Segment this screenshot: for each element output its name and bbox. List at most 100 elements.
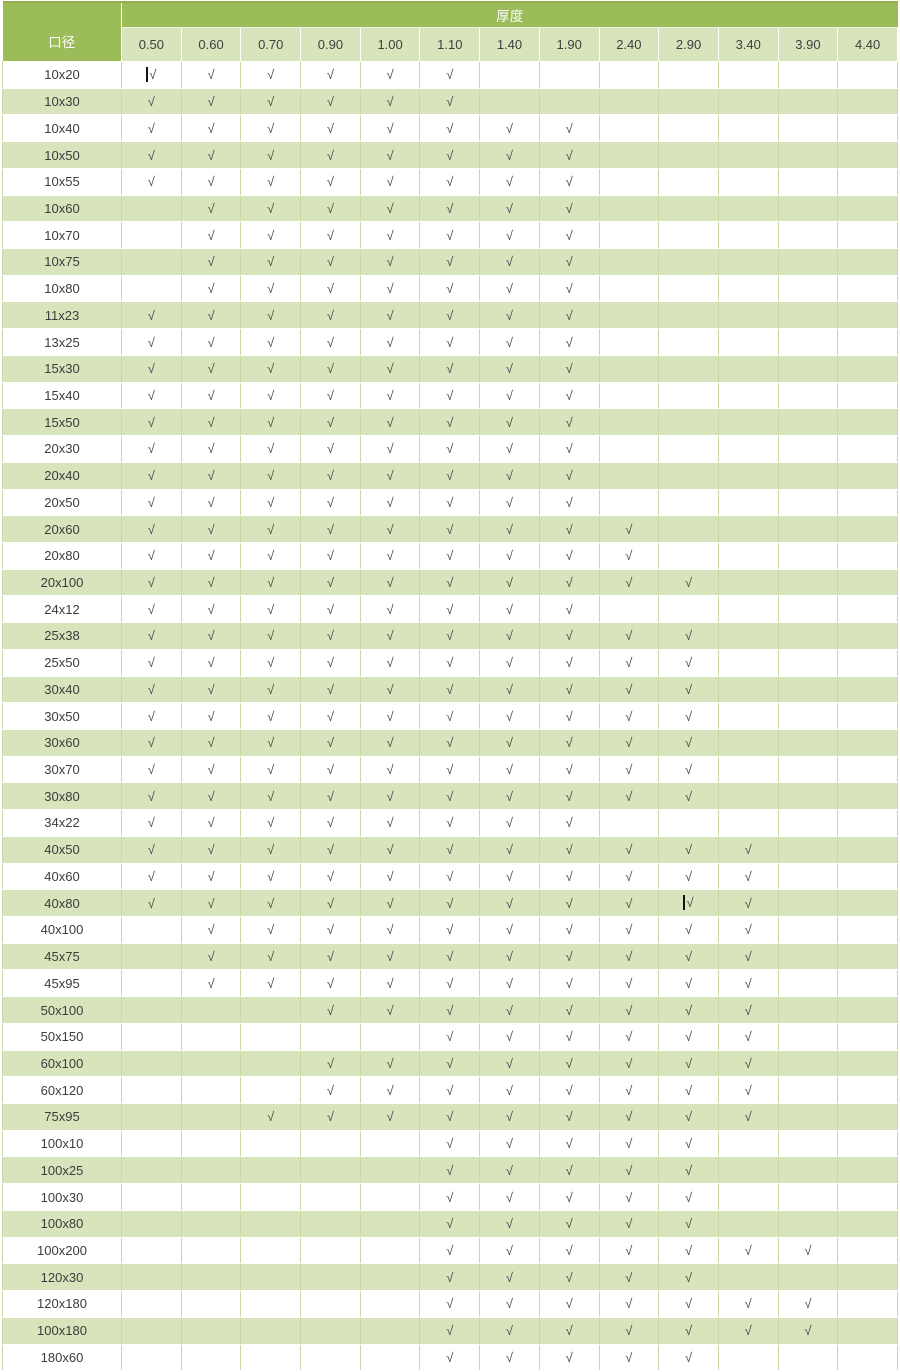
empty-cell[interactable] [180,1290,242,1318]
size-cell[interactable]: 20x80 [2,541,122,570]
check-cell[interactable]: √ [598,835,660,864]
empty-cell[interactable] [658,87,719,116]
check-cell[interactable]: √ [479,1209,540,1238]
check-cell[interactable]: √ [419,194,481,223]
empty-cell[interactable] [658,435,719,463]
check-cell[interactable]: √ [121,595,182,624]
check-cell[interactable]: √ [300,1076,361,1105]
check-cell[interactable]: √ [300,622,361,650]
check-cell[interactable]: √ [180,167,242,196]
empty-cell[interactable] [777,969,839,998]
empty-cell[interactable] [598,194,660,223]
empty-cell[interactable] [121,1129,182,1158]
check-cell[interactable]: √ [300,835,361,864]
check-cell[interactable]: √ [300,889,361,917]
empty-cell[interactable] [598,381,660,410]
empty-cell[interactable] [121,1049,182,1078]
empty-cell[interactable] [359,1316,421,1345]
check-cell[interactable]: √ [240,782,302,811]
check-cell[interactable]: √ [538,568,600,597]
empty-cell[interactable] [359,1156,421,1185]
empty-cell[interactable] [240,1316,302,1345]
empty-cell[interactable] [777,648,839,677]
check-cell[interactable]: √ [240,889,302,917]
check-cell[interactable]: √ [538,488,600,517]
check-cell[interactable]: √ [419,1183,481,1211]
check-cell[interactable]: √ [300,114,361,143]
check-cell[interactable]: √ [180,648,242,677]
empty-cell[interactable] [777,728,839,757]
empty-cell[interactable] [658,221,719,250]
check-cell[interactable]: √ [538,408,600,437]
empty-cell[interactable] [717,1183,779,1211]
empty-cell[interactable] [658,515,719,543]
check-cell[interactable]: √ [419,702,481,730]
empty-cell[interactable] [777,114,839,143]
empty-cell[interactable] [837,1343,898,1372]
check-cell[interactable]: √ [419,969,481,998]
check-cell[interactable]: √ [300,328,361,356]
empty-cell[interactable] [717,167,779,196]
size-cell[interactable]: 20x30 [2,435,122,463]
check-cell[interactable]: √ [538,274,600,303]
check-cell[interactable]: √ [538,835,600,864]
check-cell[interactable]: √ [658,1183,719,1211]
check-cell[interactable]: √ [180,862,242,891]
empty-cell[interactable] [180,1049,242,1078]
check-cell[interactable]: √ [180,942,242,971]
check-cell[interactable]: √ [300,141,361,169]
empty-cell[interactable] [717,1343,779,1372]
check-cell[interactable]: √ [359,862,421,891]
check-cell[interactable]: √ [538,248,600,276]
empty-cell[interactable] [777,889,839,917]
check-cell[interactable]: √ [359,1076,421,1105]
check-cell[interactable]: √ [479,648,540,677]
check-cell[interactable]: √ [121,835,182,864]
check-cell[interactable]: √ [538,1263,600,1292]
check-cell[interactable]: √ [240,648,302,677]
check-cell[interactable]: √ [121,541,182,570]
check-cell[interactable]: √ [300,381,361,410]
empty-cell[interactable] [598,61,660,89]
check-cell[interactable]: √ [359,141,421,169]
empty-cell[interactable] [777,916,839,944]
empty-cell[interactable] [180,1129,242,1158]
size-cell[interactable]: 20x100 [2,568,122,597]
check-cell[interactable]: √ [658,568,719,597]
empty-cell[interactable] [658,461,719,490]
empty-cell[interactable] [717,488,779,517]
size-cell[interactable]: 100x25 [2,1156,122,1185]
check-cell[interactable]: √ [419,87,481,116]
empty-cell[interactable] [717,461,779,490]
check-cell[interactable]: √ [180,381,242,410]
check-cell[interactable]: √ [658,1049,719,1078]
check-cell[interactable]: √ [479,1183,540,1211]
check-cell[interactable]: √ [658,889,719,917]
check-cell[interactable]: √ [419,1129,481,1158]
check-cell[interactable]: √ [359,167,421,196]
empty-cell[interactable] [837,1156,898,1185]
empty-cell[interactable] [598,274,660,303]
check-cell[interactable]: √ [598,675,660,704]
check-cell[interactable]: √ [479,889,540,917]
empty-cell[interactable] [121,221,182,250]
empty-cell[interactable] [121,1263,182,1292]
empty-cell[interactable] [717,87,779,116]
check-cell[interactable]: √ [419,1049,481,1078]
empty-cell[interactable] [658,488,719,517]
check-cell[interactable]: √ [240,435,302,463]
check-cell[interactable]: √ [121,167,182,196]
check-cell[interactable]: √ [300,996,361,1024]
empty-cell[interactable] [837,1290,898,1318]
empty-cell[interactable] [359,1129,421,1158]
check-cell[interactable]: √ [419,221,481,250]
empty-cell[interactable] [837,515,898,543]
check-cell[interactable]: √ [359,274,421,303]
check-cell[interactable]: √ [717,1316,779,1345]
empty-cell[interactable] [717,1156,779,1185]
check-cell[interactable]: √ [598,916,660,944]
check-cell[interactable]: √ [121,675,182,704]
check-cell[interactable]: √ [658,1263,719,1292]
check-cell[interactable]: √ [240,622,302,650]
check-cell[interactable]: √ [359,114,421,143]
